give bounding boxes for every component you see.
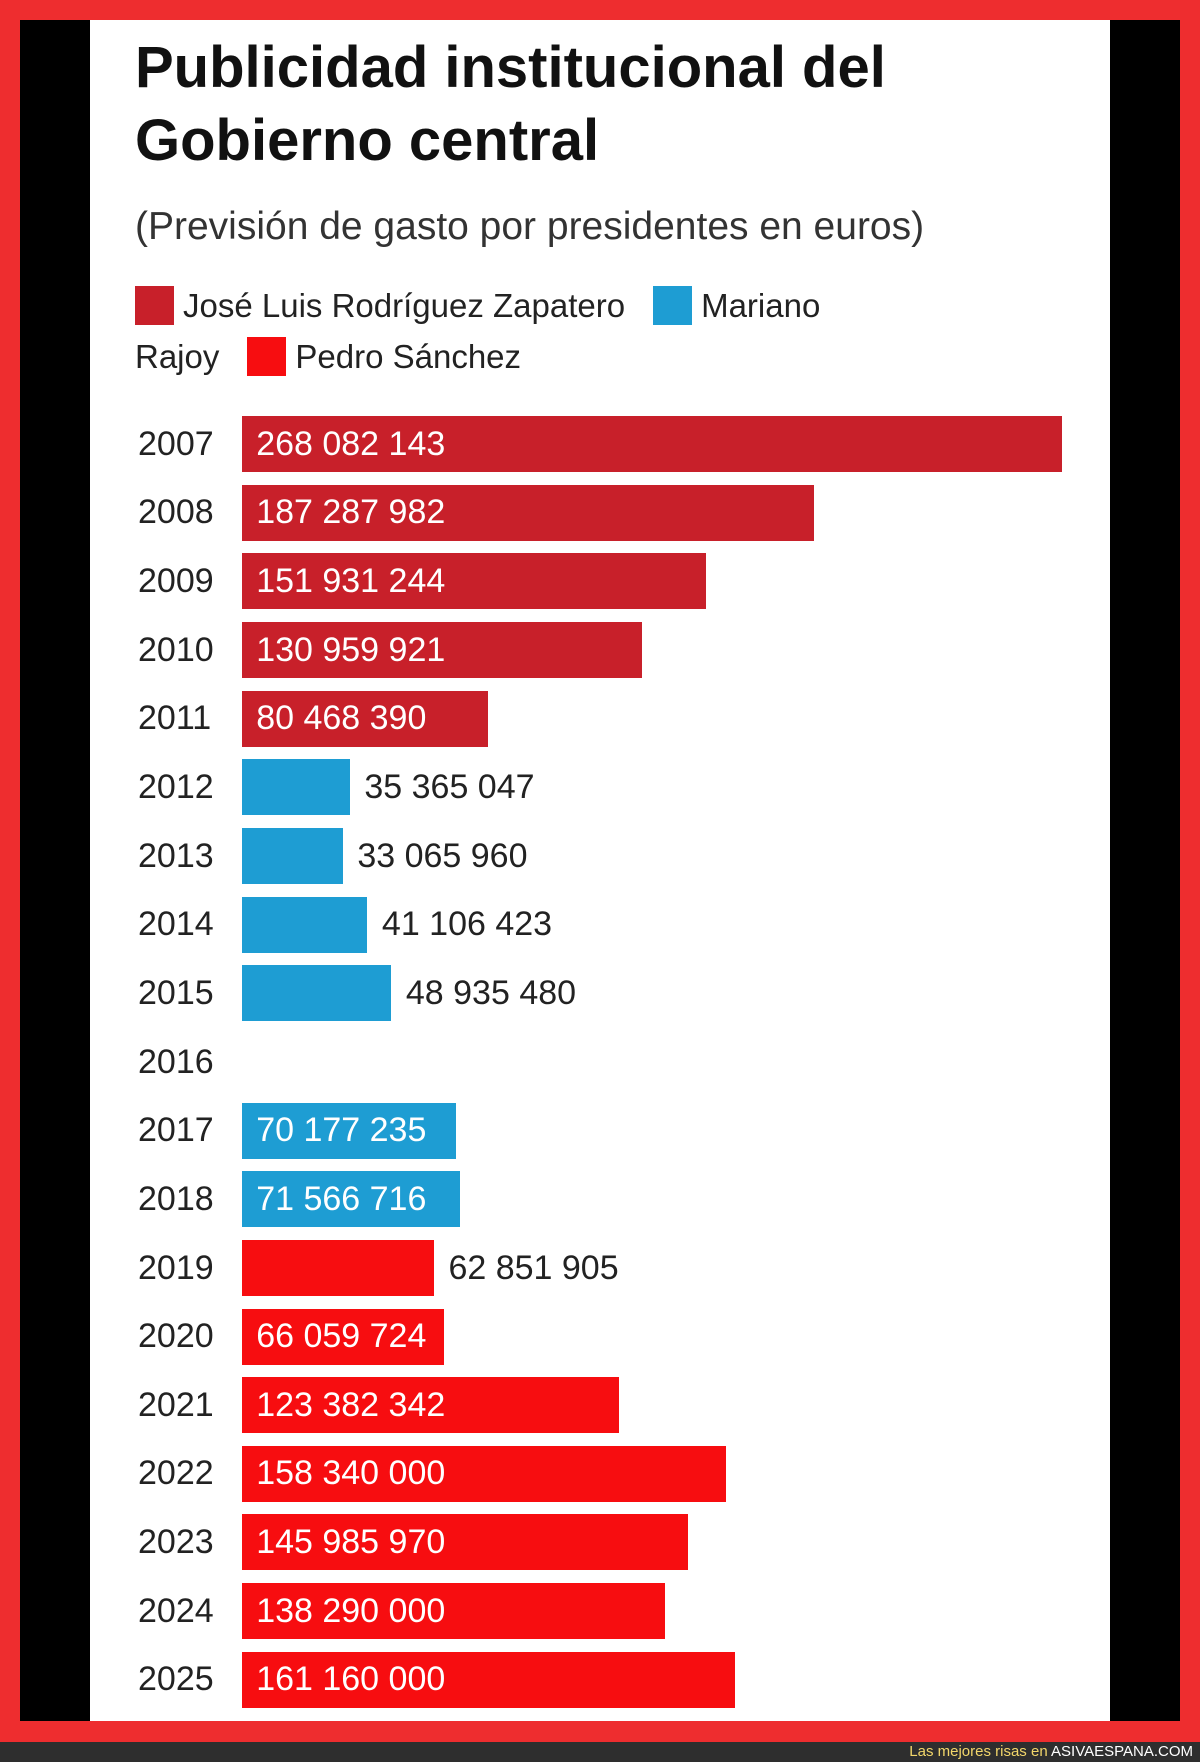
- year-label-2025: 2025: [138, 1660, 214, 1699]
- bar-row-2015: 2015 48 935 480: [90, 959, 1110, 1028]
- bar-2024: [241, 1583, 665, 1640]
- bar-row-2010: 2010 130 959 921: [90, 616, 1110, 685]
- legend-swatch-rajoy: [653, 286, 693, 325]
- footer-site: ASIVAESPANA.COM: [1051, 1743, 1193, 1760]
- bar-row-2009: 2009 151 931 244: [90, 547, 1110, 616]
- year-label-2015: 2015: [138, 973, 214, 1012]
- year-label-2017: 2017: [138, 1111, 214, 1150]
- bar-row-2018: 2018 71 566 716: [90, 1165, 1110, 1234]
- value-label-2009: 151 931 244: [256, 561, 446, 600]
- year-label-2023: 2023: [138, 1523, 214, 1562]
- value-label-2023: 145 985 970: [256, 1523, 446, 1562]
- year-label-2022: 2022: [138, 1454, 214, 1493]
- bar-2009: [241, 553, 707, 610]
- bar-2008: [241, 484, 815, 541]
- value-label-2022: 158 340 000: [256, 1454, 446, 1493]
- year-label-2019: 2019: [138, 1248, 214, 1287]
- bar-2018: [241, 1171, 461, 1228]
- value-label-2018: 71 566 716: [256, 1179, 427, 1218]
- footer-watermark: Las mejores risas en ASIVAESPANA.COM: [909, 1742, 1193, 1762]
- bar-row-2025: 2025 161 160 000: [90, 1645, 1110, 1714]
- bar-row-2011: 2011 80 468 390: [90, 684, 1110, 753]
- legend-swatch-sanchez: [247, 337, 287, 376]
- legend-swatch-zapatero: [135, 286, 174, 325]
- bar-row-2012: 2012 35 365 047: [90, 753, 1110, 822]
- bar-row-2022: 2022 158 340 000: [90, 1439, 1110, 1508]
- year-label-2014: 2014: [138, 905, 214, 944]
- bar-row-2014: 2014 41 106 423: [90, 890, 1110, 959]
- value-label-2020: 66 059 724: [256, 1317, 427, 1356]
- bar-2020: [241, 1308, 444, 1365]
- bar-2010: [241, 621, 643, 678]
- bar-2022: [241, 1445, 726, 1502]
- year-label-2016: 2016: [138, 1042, 214, 1081]
- value-label-2021: 123 382 342: [256, 1385, 446, 1424]
- bar-row-2021: 2021 123 382 342: [90, 1371, 1110, 1440]
- value-label-2019: 62 851 905: [448, 1248, 619, 1287]
- year-label-2007: 2007: [138, 424, 214, 463]
- bar-row-2020: 2020 66 059 724: [90, 1302, 1110, 1371]
- year-label-2011: 2011: [138, 699, 212, 738]
- bar-2017: [241, 1102, 457, 1159]
- legend-label-rajoy: Mariano Rajoy: [135, 287, 821, 375]
- bar-2019: [241, 1239, 434, 1296]
- year-label-2010: 2010: [138, 630, 214, 669]
- bar-2025: [241, 1651, 735, 1708]
- bar-2013: [241, 827, 343, 884]
- value-label-2008: 187 287 982: [256, 493, 446, 532]
- value-label-2015: 48 935 480: [405, 973, 577, 1012]
- footer-tagline: Las mejores risas en: [909, 1743, 1048, 1760]
- chart-subtitle: (Previsión de gasto por presidentes en e…: [135, 205, 925, 248]
- legend-label-sanchez: Pedro Sánchez: [295, 338, 522, 375]
- value-label-2017: 70 177 235: [256, 1111, 427, 1150]
- value-label-2025: 161 160 000: [256, 1660, 446, 1699]
- year-label-2024: 2024: [138, 1591, 214, 1630]
- bar-2007: [241, 415, 1062, 472]
- bar-2012: [241, 759, 350, 816]
- year-label-2009: 2009: [138, 561, 214, 600]
- bar-2021: [241, 1377, 619, 1434]
- bar-row-2024: 2024 138 290 000: [90, 1577, 1110, 1646]
- legend: José Luis Rodríguez Zapatero Mariano Rajo…: [135, 280, 865, 382]
- value-label-2012: 35 365 047: [364, 767, 535, 806]
- bar-chart: 2007 268 082 143 2008 187 287 982 2009 151 93…: [90, 410, 1110, 1715]
- bar-row-2016: 2016: [90, 1028, 1110, 1097]
- value-label-2024: 138 290 000: [256, 1591, 446, 1630]
- year-label-2020: 2020: [138, 1317, 214, 1356]
- bar-2015: [241, 965, 392, 1022]
- year-label-2008: 2008: [138, 493, 214, 532]
- chart-title: Publicidad institucional del Gobierno ce…: [135, 35, 886, 173]
- value-label-2011: 80 468 390: [256, 699, 427, 738]
- value-label-2007: 268 082 143: [256, 424, 446, 463]
- bar-row-2007: 2007 268 082 143: [90, 410, 1110, 479]
- year-label-2012: 2012: [138, 767, 214, 806]
- bar-2023: [241, 1514, 689, 1571]
- legend-label-zapatero: José Luis Rodríguez Zapatero: [183, 287, 626, 324]
- value-label-2013: 33 065 960: [357, 836, 528, 875]
- bar-2014: [241, 896, 368, 953]
- bar-2011: [241, 690, 488, 747]
- year-label-2021: 2021: [138, 1385, 214, 1424]
- bar-row-2008: 2008 187 287 982: [90, 478, 1110, 547]
- value-label-2010: 130 959 921: [256, 630, 446, 669]
- year-label-2018: 2018: [138, 1179, 214, 1218]
- year-label-2013: 2013: [138, 836, 214, 875]
- footer-bar: Las mejores risas en ASIVAESPANA.COM: [0, 1742, 1200, 1762]
- bar-row-2013: 2013 33 065 960: [90, 822, 1110, 891]
- bar-row-2017: 2017 70 177 235: [90, 1096, 1110, 1165]
- value-label-2014: 41 106 423: [381, 905, 553, 944]
- bar-row-2023: 2023 145 985 970: [90, 1508, 1110, 1577]
- bar-row-2019: 2019 62 851 905: [90, 1234, 1110, 1303]
